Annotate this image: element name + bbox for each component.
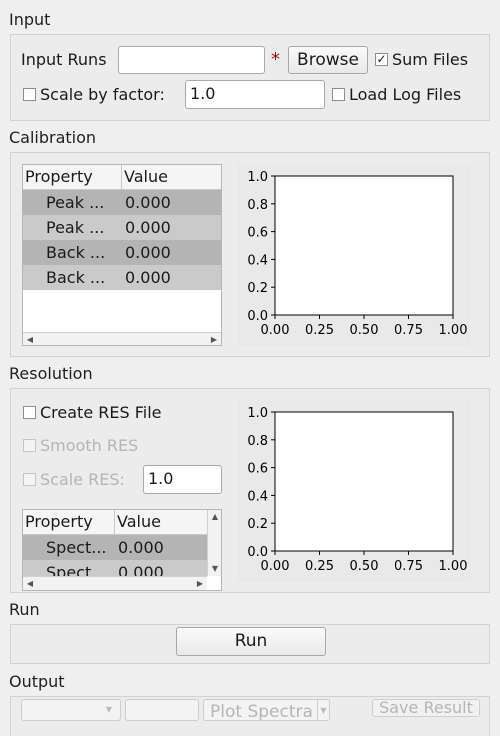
load-log-files-label: Load Log Files xyxy=(349,85,462,104)
horizontal-scrollbar[interactable]: ◀ ▶ xyxy=(23,576,207,590)
save-result-button[interactable]: Save Result xyxy=(372,699,480,717)
output-section-title: Output xyxy=(9,672,65,691)
run-button[interactable]: Run xyxy=(176,627,326,656)
plot-spectra-label: Plot Spectra xyxy=(210,702,313,721)
x-tick-label: 0.50 xyxy=(350,323,379,338)
resolution-plot[interactable]: 1.0 0.8 0.6 0.4 0.2 0.0 0.00 0.25 0.50 0.75 1.00 xyxy=(237,400,471,582)
input-section-title: Input xyxy=(9,10,51,29)
y-tick-label: 0.0 xyxy=(247,309,268,324)
scroll-left-icon[interactable]: ◀ xyxy=(26,579,34,588)
resolution-section-title: Resolution xyxy=(9,364,93,383)
table-header: Property Value xyxy=(23,510,207,535)
value-cell[interactable]: 0.000 xyxy=(115,560,209,576)
scroll-up-icon[interactable]: ▲ xyxy=(211,512,219,521)
table-row[interactable]: Peak ... 0.000 xyxy=(23,215,221,240)
table-row[interactable]: Peak ... 0.000 xyxy=(23,190,221,215)
y-tick-label: 0.4 xyxy=(247,253,268,268)
required-marker: * xyxy=(271,49,280,70)
scroll-down-icon[interactable]: ▼ xyxy=(211,564,219,573)
y-tick-label: 0.8 xyxy=(247,198,268,213)
x-tick-label: 0.00 xyxy=(261,559,290,574)
sum-files-label: Sum Files xyxy=(392,50,469,69)
scale-factor-field[interactable]: 1.0 xyxy=(185,80,325,109)
y-tick-label: 0.0 xyxy=(247,545,268,560)
create-res-file-label: Create RES File xyxy=(40,403,162,422)
smooth-res-checkbox[interactable] xyxy=(23,439,36,452)
output-workspace-combo[interactable]: ▼ xyxy=(21,699,121,721)
value-column-header[interactable]: Value xyxy=(124,167,168,186)
resolution-property-table[interactable]: Property Value Spect... 0.000 Spect 0.00… xyxy=(22,509,222,591)
calibration-plot[interactable]: 1.0 0.8 0.6 0.4 0.2 0.0 0.00 0.25 0.50 0.75 1.00 xyxy=(237,164,471,346)
property-cell: Spect xyxy=(23,560,115,576)
run-section-title: Run xyxy=(9,600,40,619)
resolution-group: Create RES File Smooth RES Scale RES: 1.… xyxy=(10,388,490,593)
value-cell[interactable]: 0.000 xyxy=(122,190,221,215)
vertical-scrollbar[interactable]: ▲ ▼ xyxy=(207,510,221,576)
load-log-files-checkbox[interactable] xyxy=(332,88,345,101)
scroll-right-icon[interactable]: ▶ xyxy=(196,579,204,588)
x-tick-label: 1.00 xyxy=(439,323,468,338)
table-row[interactable]: Spect... 0.000 xyxy=(23,535,209,560)
y-tick-label: 0.2 xyxy=(247,517,268,532)
resolution-plot-canvas: 1.0 0.8 0.6 0.4 0.2 0.00.00 0.25 0.50 0.75 1.00 xyxy=(247,406,468,574)
property-cell: Peak ... xyxy=(23,215,122,240)
scale-res-label: Scale RES: xyxy=(40,470,125,489)
input-runs-field[interactable] xyxy=(118,46,265,74)
output-group: ▼ Plot Spectra ▼ Save Result xyxy=(10,696,490,736)
input-group: Input Runs * Browse ✓ Sum Files Scale by… xyxy=(10,34,490,121)
scale-res-field[interactable]: 1.0 xyxy=(143,465,222,494)
table-row[interactable]: Back ... 0.000 xyxy=(23,240,221,265)
y-tick-label: 0.4 xyxy=(247,489,268,504)
scale-by-factor-label: Scale by factor: xyxy=(40,85,165,104)
chevron-down-icon: ▼ xyxy=(105,705,112,714)
create-res-file-checkbox[interactable] xyxy=(23,406,36,419)
value-cell[interactable]: 0.000 xyxy=(122,240,221,265)
calibration-plot-canvas: 1.0 0.8 0.6 0.4 0.2 0.00.00 0.25 0.50 0.75 1.00 xyxy=(247,170,468,338)
property-column-header[interactable]: Property xyxy=(23,165,122,189)
property-cell: Peak ... xyxy=(23,190,122,215)
y-tick-label: 1.0 xyxy=(247,406,268,421)
plot-axes-frame xyxy=(274,175,454,316)
scale-by-factor-checkbox[interactable] xyxy=(23,88,36,101)
sum-files-checkbox[interactable]: ✓ xyxy=(375,52,388,66)
run-group: Run xyxy=(10,624,490,664)
x-tick-label: 0.00 xyxy=(261,323,290,338)
value-cell[interactable]: 0.000 xyxy=(115,535,209,560)
y-tick-label: 1.0 xyxy=(247,170,268,185)
property-cell: Back ... xyxy=(23,240,122,265)
output-spectrum-field[interactable] xyxy=(125,699,199,721)
calibration-section-title: Calibration xyxy=(9,128,97,147)
scale-res-checkbox[interactable] xyxy=(23,473,36,486)
value-cell[interactable]: 0.000 xyxy=(122,265,221,290)
x-tick-label: 0.25 xyxy=(305,559,334,574)
table-row[interactable]: Back ... 0.000 xyxy=(23,265,221,290)
table-header: Property Value xyxy=(23,165,221,190)
value-column-header[interactable]: Value xyxy=(117,512,161,531)
calibration-group: Property Value Peak ... 0.000 Peak ... 0… xyxy=(10,152,490,357)
x-tick-label: 0.25 xyxy=(305,323,334,338)
y-tick-label: 0.8 xyxy=(247,434,268,449)
property-cell: Spect... xyxy=(23,535,115,560)
x-tick-label: 0.75 xyxy=(394,559,423,574)
calibration-property-table[interactable]: Property Value Peak ... 0.000 Peak ... 0… xyxy=(22,164,222,346)
smooth-res-label: Smooth RES xyxy=(40,436,139,455)
value-cell[interactable]: 0.000 xyxy=(122,215,221,240)
property-column-header[interactable]: Property xyxy=(23,510,115,534)
x-tick-label: 0.50 xyxy=(350,559,379,574)
chevron-down-icon: ▼ xyxy=(317,700,329,720)
horizontal-scrollbar[interactable]: ◀ ▶ xyxy=(23,332,221,345)
y-tick-label: 0.6 xyxy=(247,462,268,477)
table-row[interactable]: Spect 0.000 xyxy=(23,560,209,576)
browse-button[interactable]: Browse xyxy=(288,46,368,74)
scroll-right-icon[interactable]: ▶ xyxy=(210,335,218,344)
input-runs-label: Input Runs xyxy=(21,50,107,69)
x-tick-label: 0.75 xyxy=(394,323,423,338)
y-tick-label: 0.2 xyxy=(247,281,268,296)
plot-spectra-button[interactable]: Plot Spectra ▼ xyxy=(203,699,330,721)
property-cell: Back ... xyxy=(23,265,122,290)
y-tick-label: 0.6 xyxy=(247,226,268,241)
plot-axes-frame xyxy=(274,411,454,552)
x-tick-label: 1.00 xyxy=(439,559,468,574)
scroll-left-icon[interactable]: ◀ xyxy=(26,335,34,344)
